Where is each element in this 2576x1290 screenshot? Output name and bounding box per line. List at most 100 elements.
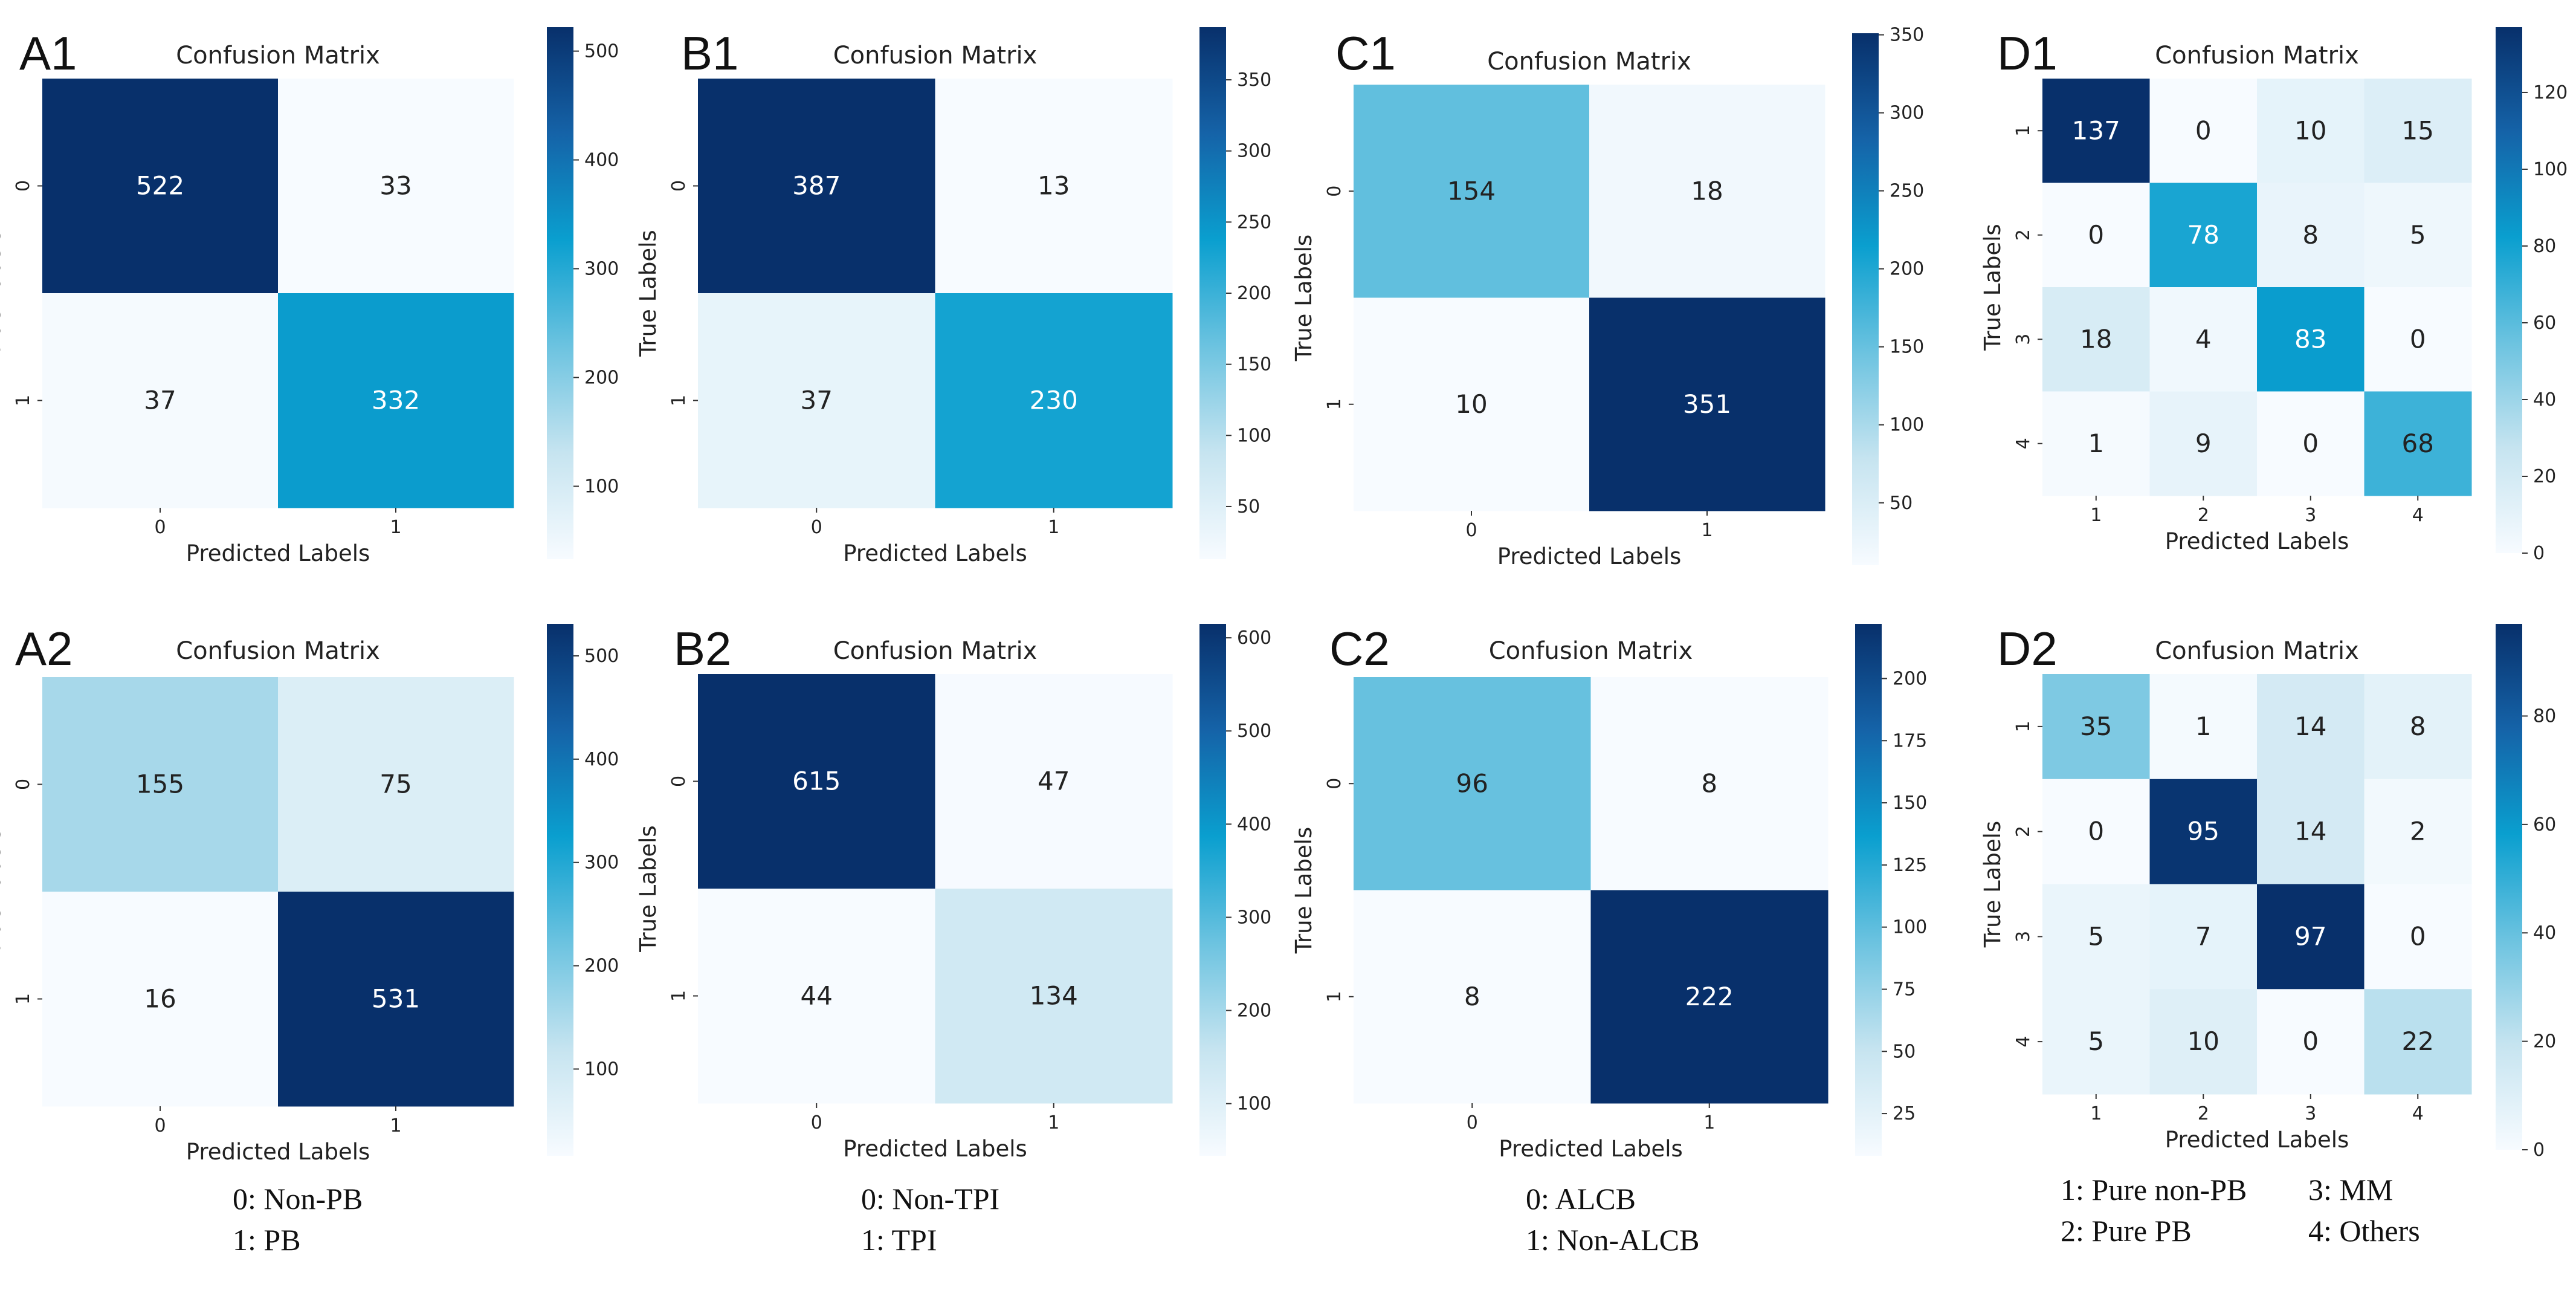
- cell-value-label: 137: [2072, 115, 2120, 145]
- legend-entry: 0: Non-PB: [233, 1182, 363, 1216]
- x-axis-label: Predicted Labels: [186, 540, 370, 566]
- colorbar-tick-label: 80: [2533, 705, 2556, 727]
- colorbar-tick-label: 50: [1237, 496, 1260, 517]
- colorbar-tick-label: 400: [584, 749, 619, 770]
- heatmap-cell: [1589, 85, 1825, 298]
- colorbar-tick-label: 80: [2533, 236, 2556, 257]
- colorbar-tick-label: 200: [1237, 1000, 1271, 1022]
- panel-letter: C1: [1335, 27, 1396, 80]
- cell-value-label: 10: [2187, 1026, 2219, 1056]
- x-axis-label: Predicted Labels: [1499, 1136, 1683, 1162]
- colorbar-tick-label: 400: [584, 150, 619, 171]
- heatmap-cell: [2257, 884, 2365, 990]
- x-tick-label: 1: [390, 517, 401, 538]
- cell-value-label: 351: [1683, 389, 1731, 419]
- x-tick-label: 1: [2090, 1103, 2102, 1124]
- colorbar-tick-label: 60: [2533, 313, 2556, 334]
- cell-value-label: 615: [792, 767, 841, 796]
- y-tick-label: 1: [668, 990, 689, 1002]
- cell-value-label: 387: [792, 171, 841, 201]
- y-tick-label: 1: [2013, 721, 2034, 732]
- cell-value-label: 8: [1701, 768, 1717, 798]
- panel-letter: D2: [1997, 622, 2058, 675]
- heatmap-cell: [2042, 989, 2150, 1095]
- y-tick-label: 1: [668, 395, 689, 406]
- cell-value-label: 75: [379, 770, 412, 799]
- colorbar-tick-label: 200: [1890, 259, 1924, 280]
- colorbar-tick-label: 40: [2533, 922, 2556, 944]
- cell-value-label: 10: [1455, 389, 1487, 419]
- y-tick-label: 0: [668, 180, 689, 192]
- heatmap-cell: [2364, 674, 2472, 780]
- x-axis-label: Predicted Labels: [186, 1139, 370, 1165]
- x-tick-label: 1: [390, 1115, 401, 1136]
- colorbar: [1852, 33, 1879, 565]
- heatmap-cell: [2257, 779, 2365, 884]
- x-axis-label: Predicted Labels: [2165, 1127, 2349, 1153]
- heatmap-cell: [2149, 79, 2258, 183]
- colorbar-tick-label: 250: [1890, 181, 1924, 202]
- colorbar-tick-label: 0: [2533, 543, 2545, 564]
- cell-value-label: 37: [801, 386, 833, 415]
- cell-value-label: 230: [1030, 386, 1078, 415]
- colorbar-tick-label: 500: [1237, 721, 1271, 742]
- cell-value-label: 1: [2088, 429, 2104, 458]
- heatmap-cell: [2042, 884, 2150, 990]
- colorbar-tick-label: 175: [1893, 730, 1927, 751]
- heatmap-cell: [698, 674, 935, 889]
- heatmap-cell: [2149, 183, 2258, 288]
- x-tick-label: 0: [154, 1115, 166, 1136]
- x-axis-label: Predicted Labels: [2165, 528, 2349, 554]
- panel-letter: D1: [1997, 27, 2058, 80]
- cell-value-label: 22: [2402, 1026, 2434, 1056]
- cell-value-label: 222: [1685, 982, 1734, 1011]
- heatmap-cell: [2257, 79, 2365, 183]
- colorbar-tick-label: 60: [2533, 814, 2556, 835]
- heatmap-cell: [935, 674, 1173, 889]
- chart-title: Confusion Matrix: [833, 42, 1038, 70]
- heatmap-cell: [278, 892, 514, 1107]
- x-tick-label: 2: [2198, 505, 2209, 526]
- y-axis-label: True Labels: [635, 825, 661, 952]
- heatmap-cell: [42, 677, 279, 892]
- x-axis-label: Predicted Labels: [843, 1136, 1027, 1162]
- heatmap-cell: [42, 79, 279, 294]
- cell-value-label: 134: [1030, 981, 1078, 1011]
- colorbar-tick-label: 50: [1890, 493, 1913, 514]
- cell-value-label: 8: [2410, 711, 2426, 741]
- cell-value-label: 2: [2410, 817, 2426, 846]
- cell-value-label: 8: [1464, 982, 1480, 1011]
- colorbar-tick-label: 50: [1893, 1041, 1916, 1062]
- colorbar-tick-label: 75: [1893, 979, 1916, 1000]
- y-tick-label: 3: [2013, 334, 2034, 345]
- heatmap-cell: [698, 79, 935, 294]
- y-tick-label: 0: [668, 776, 689, 787]
- colorbar-tick-label: 100: [584, 1058, 619, 1080]
- cell-value-label: 18: [2080, 324, 2112, 354]
- heatmap-cell: [1590, 677, 1829, 890]
- heatmap-cell: [2042, 287, 2150, 392]
- y-axis-label: True Labels: [1291, 235, 1317, 361]
- heatmap-cell: [2257, 287, 2365, 392]
- heatmap-cell: [2149, 989, 2258, 1095]
- cell-value-label: 15: [2402, 115, 2434, 145]
- legend-b: 0: Non-TPI 1: TPI: [861, 1182, 999, 1257]
- heatmap-cell: [935, 293, 1173, 508]
- colorbar-tick-label: 150: [1893, 792, 1927, 814]
- heatmap-cell: [2149, 779, 2258, 884]
- colorbar-tick-label: 350: [1890, 25, 1924, 46]
- colorbar-tick-label: 20: [2533, 466, 2556, 487]
- cell-value-label: 47: [1038, 767, 1070, 796]
- x-tick-label: 0: [811, 517, 822, 538]
- heatmap-cell: [1354, 297, 1590, 511]
- cell-value-label: 5: [2410, 220, 2426, 250]
- x-axis-label: Predicted Labels: [1497, 543, 1682, 569]
- colorbar: [547, 624, 573, 1156]
- heatmap-cell: [42, 892, 279, 1107]
- cell-value-label: 13: [1038, 171, 1070, 201]
- heatmap-cell: [2042, 391, 2150, 496]
- confusion-matrix-a2: A2 Confusion Matrix 155 75 16 531 0 1 0 1 Predicte…: [0, 622, 619, 1165]
- colorbar: [1199, 624, 1226, 1156]
